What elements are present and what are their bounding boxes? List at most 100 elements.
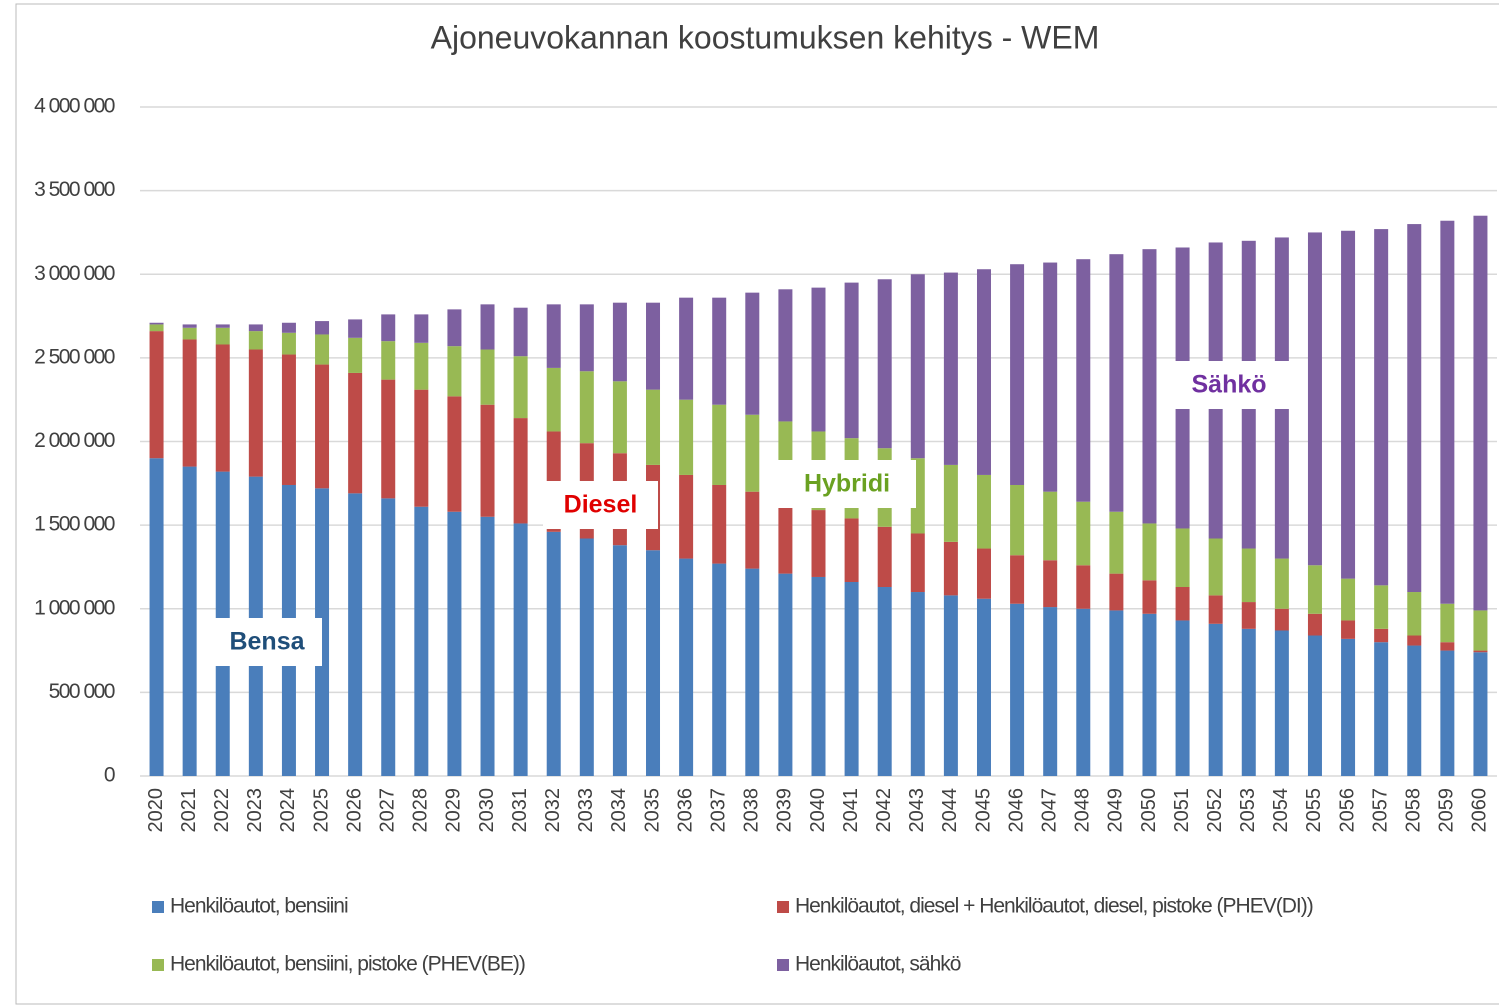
annotation: Bensa <box>229 628 305 656</box>
bar-segment <box>745 568 760 776</box>
bar-segment <box>1407 592 1422 636</box>
bar-segment <box>679 399 694 475</box>
chart-title: Ajoneuvokannan koostumuksen kehitys - WE… <box>431 19 1100 55</box>
bar-segment <box>910 533 925 593</box>
x-tick-label: 2036 <box>674 788 696 833</box>
x-tick-label: 2040 <box>807 788 829 833</box>
x-tick-label: 2053 <box>1237 788 1259 833</box>
x-tick-label: 2060 <box>1469 788 1491 833</box>
x-tick-label: 2032 <box>542 788 564 833</box>
y-tick-label: 3 500 000 <box>34 178 115 201</box>
x-tick-label: 2033 <box>575 788 597 833</box>
bar-segment <box>281 354 296 485</box>
bar-segment <box>1374 229 1389 586</box>
bar-segment <box>348 337 363 373</box>
bar-segment <box>1440 642 1455 651</box>
bar-segment <box>612 545 627 776</box>
bar-segment <box>513 523 528 776</box>
bar-segment <box>1440 650 1455 776</box>
annotation: Sähkö <box>1191 371 1266 399</box>
bar-segment <box>1473 650 1488 653</box>
bar-segment <box>1440 603 1455 643</box>
bar-segment <box>1175 587 1190 621</box>
legend-swatch <box>152 959 164 971</box>
bar-segment <box>315 364 330 489</box>
bar-segment <box>1407 635 1422 646</box>
x-tick-label: 2030 <box>476 788 498 833</box>
bar-segment <box>877 526 892 588</box>
bar-segment <box>877 279 892 449</box>
bar-segment <box>1043 560 1058 608</box>
bar-segment <box>1241 602 1256 629</box>
bar-segment <box>480 516 495 776</box>
x-tick-label: 2055 <box>1303 788 1325 833</box>
y-tick-label: 4 000 000 <box>34 95 115 118</box>
bar-segment <box>315 488 330 776</box>
bar-segment <box>149 322 164 325</box>
bar-segment <box>679 474 694 559</box>
bar-segment <box>1374 585 1389 629</box>
x-tick-label: 2041 <box>840 788 862 833</box>
bar-segment <box>149 458 164 776</box>
x-tick-label: 2046 <box>1005 788 1027 833</box>
bar-segment <box>381 498 396 776</box>
bar-segment <box>646 389 661 465</box>
bar-segment <box>1208 538 1223 596</box>
bar-segment <box>646 550 661 776</box>
x-tick-label: 2043 <box>906 788 928 833</box>
bar-segment <box>712 297 727 405</box>
bar-segment <box>910 592 925 776</box>
bar-segment <box>1175 620 1190 776</box>
bar-segment <box>1374 642 1389 776</box>
x-tick-label: 2044 <box>939 788 961 833</box>
x-tick-label: 2054 <box>1270 788 1292 833</box>
bar-segment <box>546 531 561 776</box>
bar-segment <box>215 344 230 472</box>
bar-segment <box>778 501 793 574</box>
bar-segment <box>712 484 727 564</box>
bar-segment <box>1043 607 1058 776</box>
bar-segment <box>1341 620 1356 639</box>
bar-segment <box>1241 628 1256 776</box>
bar-segment <box>976 548 991 599</box>
bar-segment <box>1341 230 1356 579</box>
bar-segment <box>579 538 594 776</box>
legend-label: Henkilöautot, sähkö <box>795 953 961 976</box>
bar-segment <box>1076 565 1091 609</box>
bar-segment <box>1010 264 1025 485</box>
bar-segment <box>1175 528 1190 588</box>
legend-label: Henkilöautot, bensiini <box>170 895 348 918</box>
bar-segment <box>1076 501 1091 566</box>
y-tick-label: 3 000 000 <box>34 262 115 285</box>
bar-segment <box>943 595 958 776</box>
x-tick-label: 2029 <box>443 788 465 833</box>
bar-segment <box>1010 555 1025 604</box>
bar-segment <box>811 510 826 577</box>
bar-segment <box>1374 628 1389 643</box>
legend-swatch <box>777 901 789 913</box>
annotation: Diesel <box>564 491 638 519</box>
bar-segment <box>1407 645 1422 776</box>
x-tick-label: 2031 <box>509 788 531 833</box>
y-tick-label: 0 <box>104 764 115 787</box>
bar-segment <box>1076 259 1091 502</box>
y-tick-label: 500 000 <box>49 680 115 703</box>
bar-segment <box>215 324 230 328</box>
annotation-box <box>212 618 322 666</box>
bar-segment <box>1109 511 1124 574</box>
x-tick-label: 2023 <box>244 788 266 833</box>
bar-segment <box>513 307 528 357</box>
bar-segment <box>745 491 760 569</box>
bar-segment <box>1307 232 1322 566</box>
x-tick-label: 2045 <box>972 788 994 833</box>
x-tick-label: 2037 <box>707 788 729 833</box>
bar-segment <box>877 587 892 776</box>
bar-segment <box>215 327 230 345</box>
bar-segment <box>1109 573 1124 611</box>
bar-segment <box>546 367 561 432</box>
bar-segment <box>149 331 164 459</box>
bar-segment <box>447 309 462 347</box>
annotation-box <box>543 481 658 529</box>
bar-segment <box>1241 548 1256 603</box>
bar-segment <box>1307 565 1322 614</box>
